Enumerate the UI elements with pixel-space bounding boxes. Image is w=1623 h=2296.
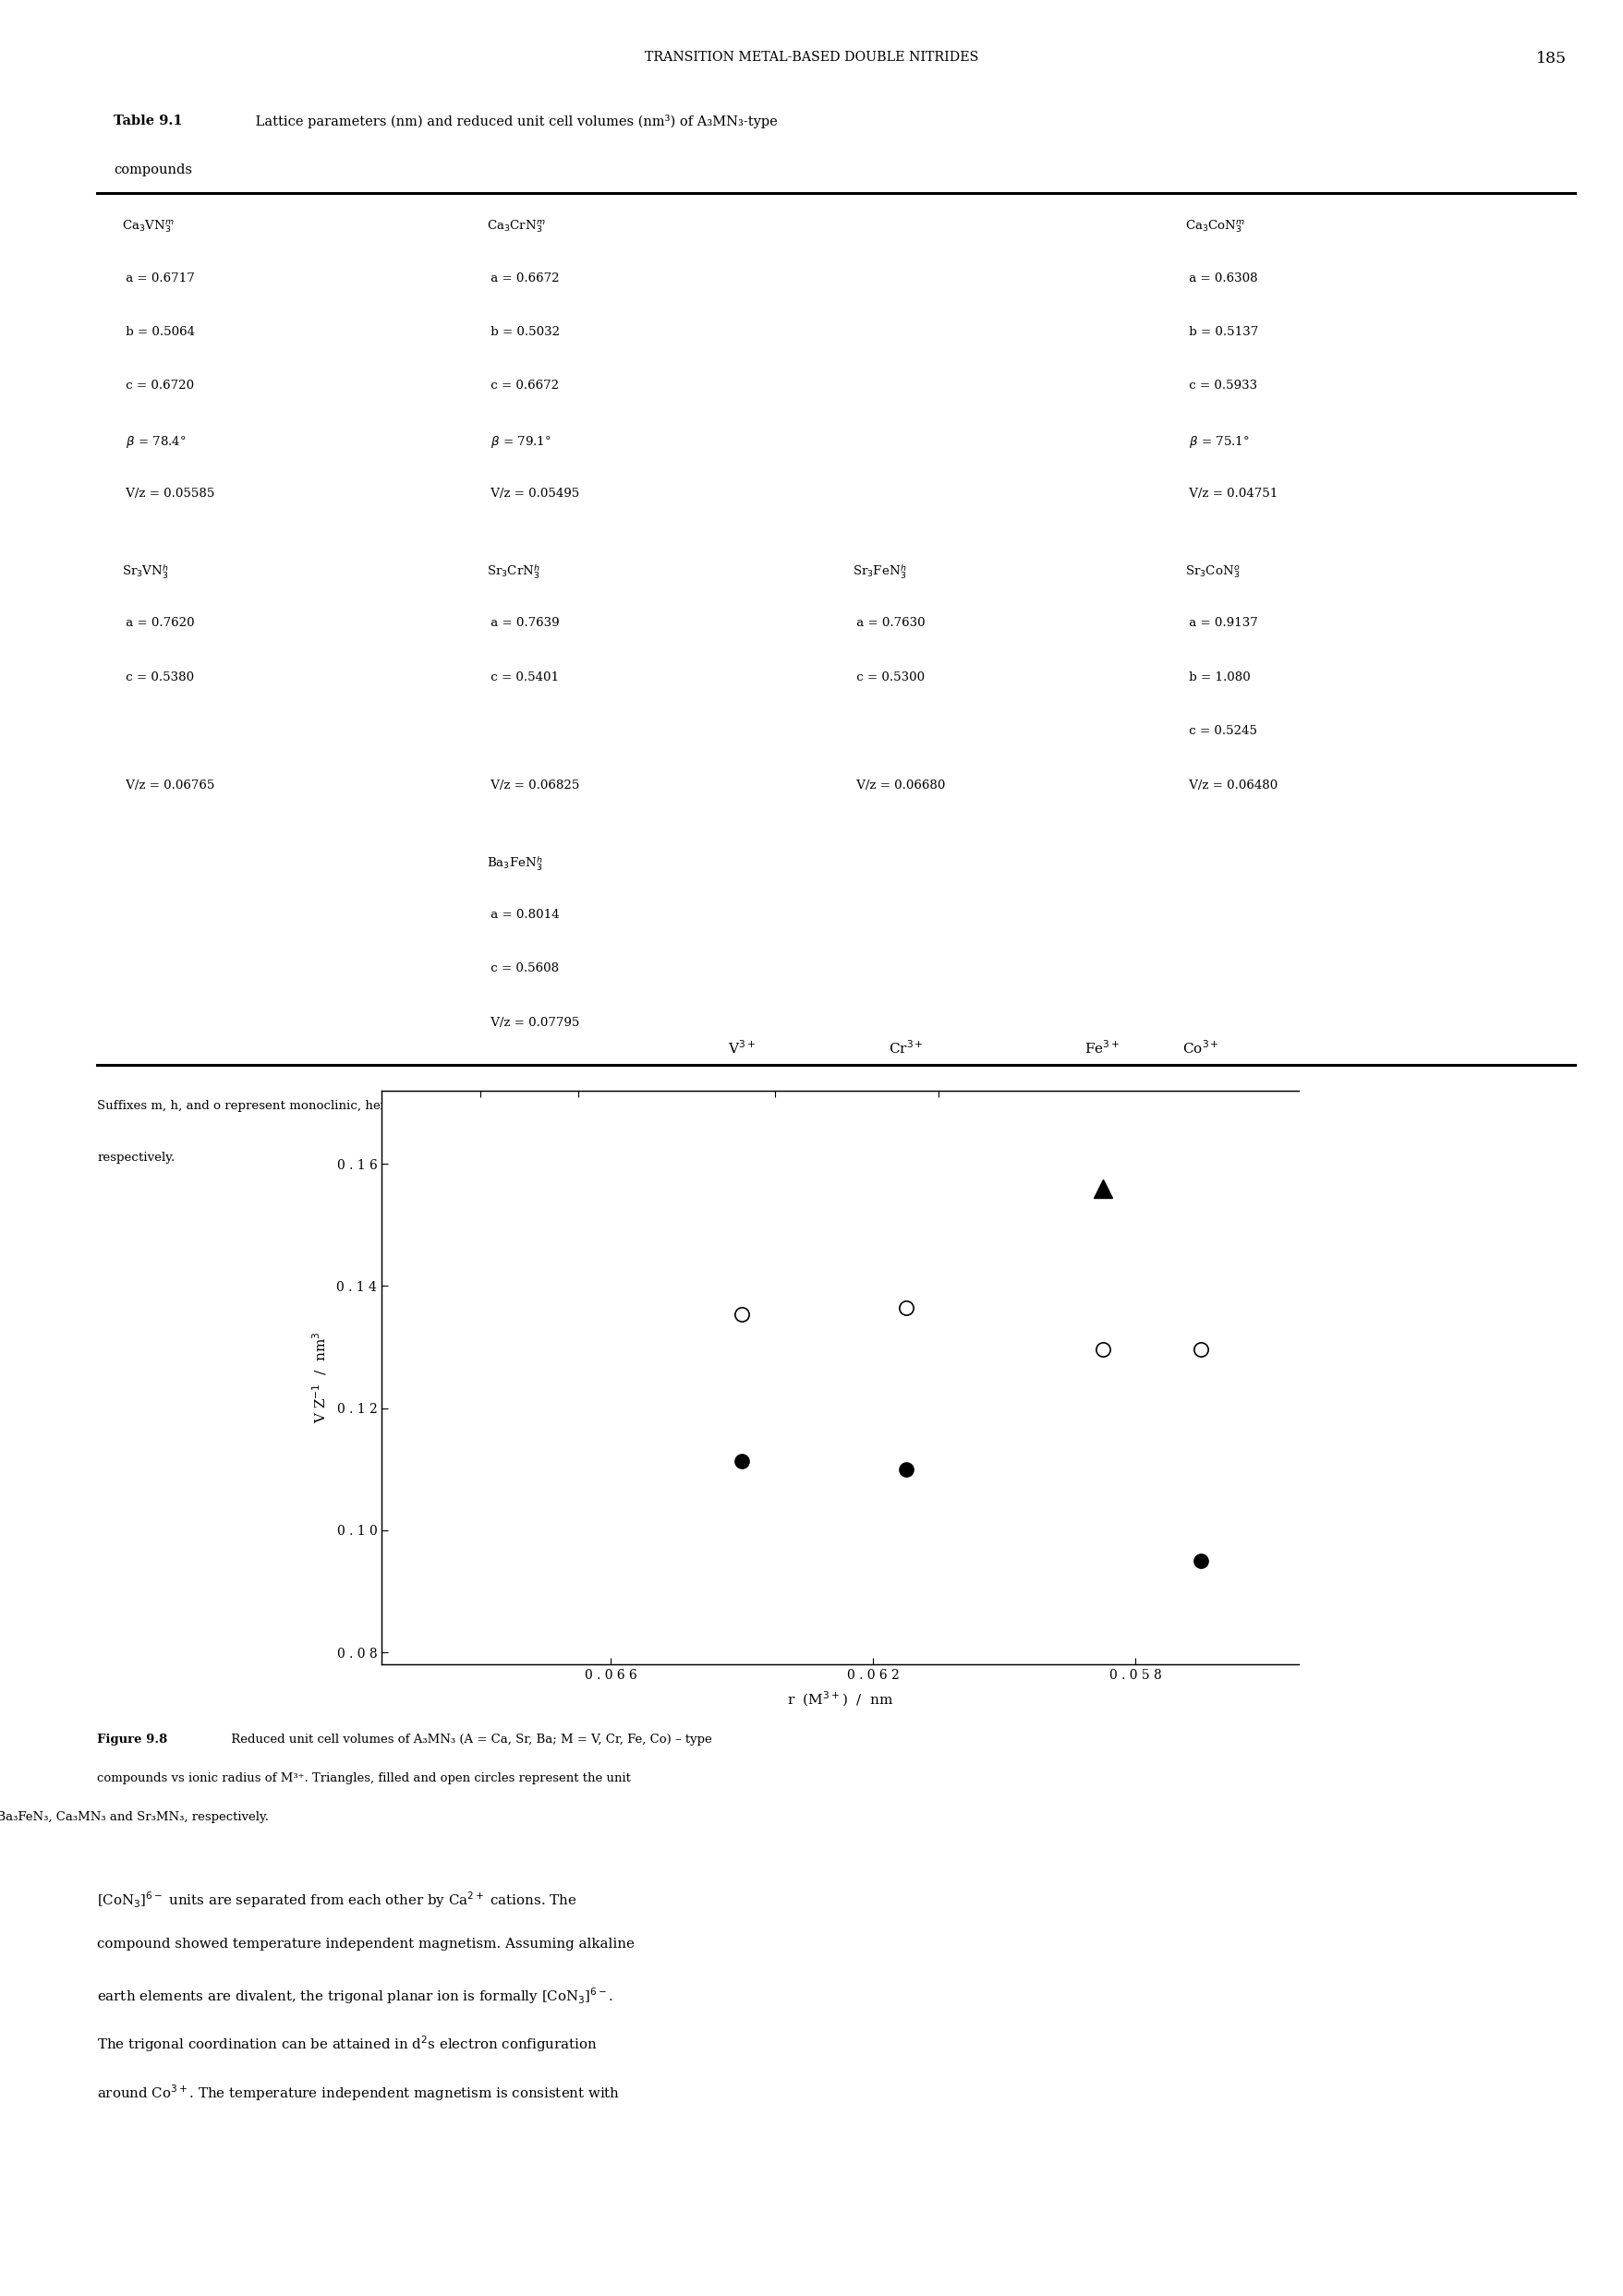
Text: a = 0.6717: a = 0.6717 <box>122 273 195 285</box>
Text: V$^{3+}$: V$^{3+}$ <box>727 1038 755 1056</box>
Text: compound showed temperature independent magnetism. Assuming alkaline: compound showed temperature independent … <box>97 1938 635 1952</box>
Text: Table 9.1: Table 9.1 <box>114 115 182 129</box>
Text: V/z = 0.05585: V/z = 0.05585 <box>122 487 214 501</box>
Text: respectively.: respectively. <box>97 1153 175 1164</box>
Text: Fe$^{3+}$: Fe$^{3+}$ <box>1084 1038 1120 1056</box>
Text: Ca$_3$VN$_3^m$: Ca$_3$VN$_3^m$ <box>122 218 174 234</box>
Text: Co$^{3+}$: Co$^{3+}$ <box>1182 1038 1219 1056</box>
Text: a = 0.7620: a = 0.7620 <box>122 618 195 629</box>
Y-axis label: V Z$^{-1}$  /  nm$^3$: V Z$^{-1}$ / nm$^3$ <box>310 1332 329 1424</box>
Text: earth elements are divalent, the trigonal planar ion is formally [CoN$_3$]$^{6-}: earth elements are divalent, the trigona… <box>97 1986 613 2007</box>
Text: Ca$_3$CoN$_3^m$: Ca$_3$CoN$_3^m$ <box>1185 218 1245 234</box>
Text: Figure 9.8: Figure 9.8 <box>97 1733 167 1745</box>
Text: Sr$_3$FeN$_3^h$: Sr$_3$FeN$_3^h$ <box>852 563 906 581</box>
Text: a = 0.6308: a = 0.6308 <box>1185 273 1258 285</box>
Text: Suffixes m, h, and o represent monoclinic, hexagonal and orthorhombic unit cells: Suffixes m, h, and o represent monoclini… <box>97 1100 610 1111</box>
Text: $\beta$ = 78.4°: $\beta$ = 78.4° <box>122 434 187 450</box>
Text: V/z = 0.07795: V/z = 0.07795 <box>487 1017 579 1029</box>
Text: Sr$_3$CoN$_3^o$: Sr$_3$CoN$_3^o$ <box>1185 563 1240 579</box>
Text: b = 0.5032: b = 0.5032 <box>487 326 560 338</box>
Text: 185: 185 <box>1535 51 1566 67</box>
Text: b = 1.080: b = 1.080 <box>1185 670 1250 684</box>
Text: Sr$_3$CrN$_3^h$: Sr$_3$CrN$_3^h$ <box>487 563 540 581</box>
Text: Ca$_3$CrN$_3^m$: Ca$_3$CrN$_3^m$ <box>487 218 545 234</box>
Text: b = 0.5137: b = 0.5137 <box>1185 326 1258 338</box>
Text: c = 0.5380: c = 0.5380 <box>122 670 193 684</box>
Text: V/z = 0.06765: V/z = 0.06765 <box>122 778 214 792</box>
Text: c = 0.6720: c = 0.6720 <box>122 379 193 393</box>
Text: a = 0.9137: a = 0.9137 <box>1185 618 1258 629</box>
Text: c = 0.5608: c = 0.5608 <box>487 962 558 976</box>
Text: a = 0.8014: a = 0.8014 <box>487 909 560 921</box>
Text: V/z = 0.04751: V/z = 0.04751 <box>1185 487 1277 501</box>
Text: c = 0.6672: c = 0.6672 <box>487 379 558 393</box>
Text: TRANSITION METAL-BASED DOUBLE NITRIDES: TRANSITION METAL-BASED DOUBLE NITRIDES <box>644 51 979 64</box>
Text: c = 0.5933: c = 0.5933 <box>1185 379 1256 393</box>
Text: a = 0.7630: a = 0.7630 <box>852 618 925 629</box>
Text: compounds: compounds <box>114 163 192 177</box>
Text: volumes of Ba₃FeN₃, Ca₃MN₃ and Sr₃MN₃, respectively.: volumes of Ba₃FeN₃, Ca₃MN₃ and Sr₃MN₃, r… <box>0 1812 269 1823</box>
Text: b = 0.5064: b = 0.5064 <box>122 326 195 338</box>
Text: a = 0.7639: a = 0.7639 <box>487 618 560 629</box>
Text: [CoN$_3$]$^{6-}$ units are separated from each other by Ca$^{2+}$ cations. The: [CoN$_3$]$^{6-}$ units are separated fro… <box>97 1890 576 1910</box>
Text: a = 0.6672: a = 0.6672 <box>487 273 560 285</box>
Text: Lattice parameters (nm) and reduced unit cell volumes (nm³) of A₃MN₃-type: Lattice parameters (nm) and reduced unit… <box>252 115 777 129</box>
X-axis label: r  (M$^{3+}$)  /  nm: r (M$^{3+}$) / nm <box>787 1690 893 1708</box>
Text: V/z = 0.05495: V/z = 0.05495 <box>487 487 579 501</box>
Text: $\beta$ = 75.1°: $\beta$ = 75.1° <box>1185 434 1250 450</box>
Text: c = 0.5401: c = 0.5401 <box>487 670 558 684</box>
Text: compounds vs ionic radius of M³⁺. Triangles, filled and open circles represent t: compounds vs ionic radius of M³⁺. Triang… <box>97 1773 631 1784</box>
Text: V/z = 0.06825: V/z = 0.06825 <box>487 778 579 792</box>
Text: The trigonal coordination can be attained in d$^2$s electron configuration: The trigonal coordination can be attaine… <box>97 2034 597 2055</box>
Text: Cr$^{3+}$: Cr$^{3+}$ <box>888 1038 923 1056</box>
Text: Sr$_3$VN$_3^h$: Sr$_3$VN$_3^h$ <box>122 563 169 581</box>
Text: c = 0.5300: c = 0.5300 <box>852 670 923 684</box>
Text: around Co$^{3+}$. The temperature independent magnetism is consistent with: around Co$^{3+}$. The temperature indepe… <box>97 2082 620 2103</box>
Text: $\beta$ = 79.1°: $\beta$ = 79.1° <box>487 434 552 450</box>
Text: V/z = 0.06480: V/z = 0.06480 <box>1185 778 1277 792</box>
Text: Reduced unit cell volumes of A₃MN₃ (A = Ca, Sr, Ba; M = V, Cr, Fe, Co) – type: Reduced unit cell volumes of A₃MN₃ (A = … <box>227 1733 711 1745</box>
Text: c = 0.5245: c = 0.5245 <box>1185 726 1256 737</box>
Text: Ba$_3$FeN$_3^h$: Ba$_3$FeN$_3^h$ <box>487 854 542 872</box>
Text: V/z = 0.06680: V/z = 0.06680 <box>852 778 945 792</box>
